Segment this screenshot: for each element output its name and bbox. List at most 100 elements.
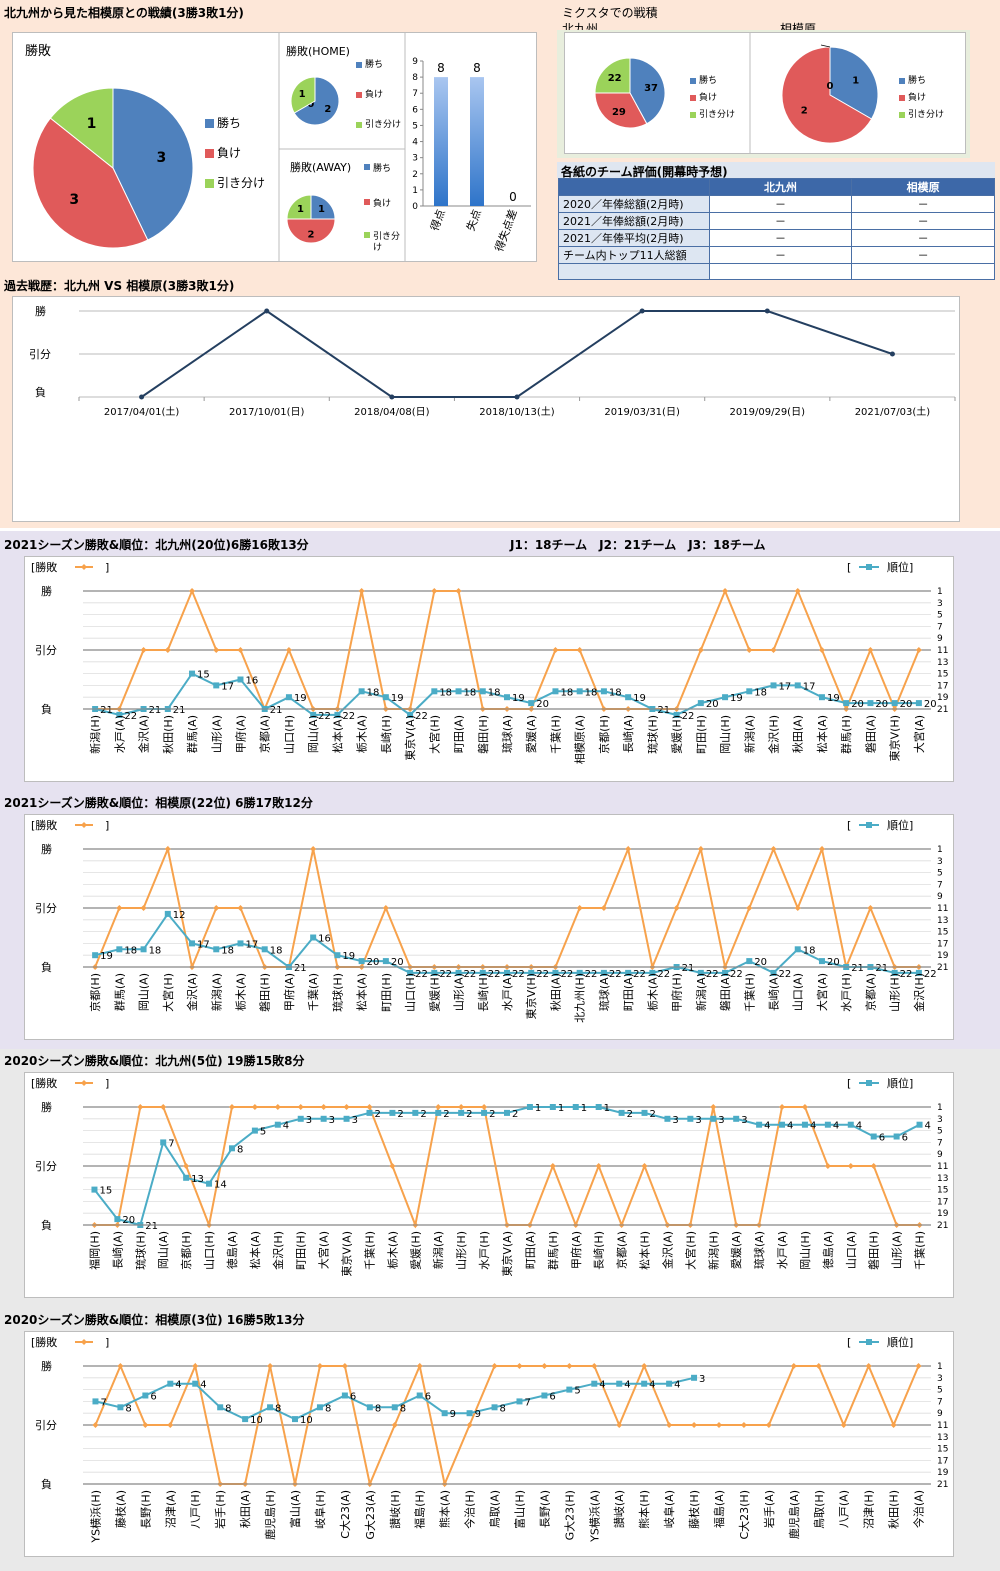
rank-data-label: 3 — [741, 1115, 747, 1126]
result-marker — [341, 1363, 348, 1369]
rank-data-label: 20 — [900, 699, 913, 710]
result-legend-marker — [81, 564, 87, 570]
rank-marker — [160, 1139, 167, 1146]
kk2021-title: 2021シーズン勝敗&順位：北九州(20位)6勝16敗13分 — [4, 538, 309, 552]
rank-data-label: 1 — [535, 1103, 541, 1114]
bar-data-label: 8 — [437, 61, 445, 75]
bar-tick-label: 3 — [412, 154, 418, 164]
rank-tick-label: 3 — [937, 1115, 943, 1125]
result-marker — [389, 1163, 396, 1169]
x-category-label: 福岡(H) — [87, 1231, 101, 1270]
x-category-label: 長崎(A) — [767, 973, 781, 1011]
result-marker — [790, 1363, 797, 1369]
rank-data-label: 22 — [560, 969, 573, 980]
rank-data-label: 18 — [585, 687, 598, 698]
record-pie-slice — [112, 87, 194, 241]
legend-swatch — [364, 232, 370, 238]
y-level-label: 負 — [41, 961, 52, 974]
rank-marker — [391, 1404, 398, 1411]
away-pie-data-label: 1 — [297, 204, 304, 215]
x-category-label: 松本(A) — [815, 715, 829, 753]
rank-marker — [552, 969, 559, 976]
eval-row: 2020／年俸総額(2月時) －－ — [558, 195, 995, 213]
rank-marker — [664, 1115, 671, 1122]
rank-data-label: 19 — [100, 951, 113, 962]
x-category-label: 岩手(H) — [213, 1490, 227, 1529]
rank-tick-label: 17 — [937, 1197, 948, 1207]
rank-marker — [504, 969, 510, 976]
x-category-label: 岐阜(A) — [663, 1490, 676, 1528]
rank-marker — [116, 711, 123, 718]
rank-marker — [366, 1109, 373, 1116]
result-marker — [666, 1422, 673, 1428]
rank-marker — [92, 952, 99, 959]
rank-legend-marker — [866, 1080, 872, 1086]
result-marker — [591, 1363, 598, 1369]
rank-tick-label: 9 — [937, 1150, 943, 1160]
legend-swatch — [690, 112, 696, 118]
x-category-label: 磐田(H) — [258, 973, 272, 1012]
x-category-label: 山形(A) — [891, 1231, 904, 1269]
result-marker — [824, 1163, 831, 1169]
rank-data-label: 2 — [397, 1109, 403, 1120]
x-category-label: 甲府(H) — [670, 973, 684, 1012]
result-legend: [勝敗 — [31, 1076, 57, 1090]
rank-data-label: 22 — [779, 969, 792, 980]
result-marker — [117, 1363, 124, 1369]
legend-swatch — [205, 119, 214, 128]
kk2021-panel: [勝敗][順位] 1 3 5 7 9 11 13 15 17 19 21 勝引分負 21 22 21 21 15 1… — [24, 556, 954, 782]
result-legend-marker — [81, 1339, 87, 1345]
rank-data-label: 6 — [879, 1133, 885, 1144]
y-level-label: 引分 — [35, 901, 57, 915]
rank-marker — [261, 946, 268, 953]
result-marker — [673, 905, 680, 911]
record-title: 北九州から見た相模原との戦績(3勝3敗1分) — [4, 6, 244, 20]
bar-tick-label: 4 — [412, 138, 418, 148]
result-marker — [600, 905, 607, 911]
y-level-label: 引分 — [35, 1159, 57, 1173]
x-category-label: 岡山(A) — [307, 715, 320, 753]
y-level-label: 負 — [41, 703, 52, 716]
result-marker — [801, 1104, 808, 1110]
y-level-label: 引分 — [35, 643, 57, 657]
result-marker — [274, 1104, 281, 1110]
rank-marker — [192, 1380, 199, 1387]
eval-value-sg: － — [851, 195, 995, 213]
result-marker — [140, 647, 147, 653]
bar — [434, 77, 448, 206]
rank-marker — [412, 1109, 419, 1116]
rank-tick-label: 13 — [937, 1433, 948, 1443]
rank-marker — [649, 969, 656, 976]
x-category-label: C大23(A) — [338, 1490, 352, 1539]
x-category-label: 讃岐(H) — [389, 1490, 402, 1529]
rank-tick-label: 11 — [937, 1162, 948, 1172]
x-category-label: 磐田(H) — [476, 715, 490, 754]
rank-tick-label: 5 — [937, 1127, 943, 1137]
result-marker — [890, 1422, 897, 1428]
home-pie-slice — [290, 76, 316, 114]
rank-data-label: 22 — [682, 711, 695, 722]
rank-data-label: 7 — [168, 1138, 174, 1149]
result-marker — [840, 1422, 847, 1428]
x-category-label: 徳島(A) — [821, 1231, 835, 1269]
rank-marker — [818, 958, 825, 965]
rank-data-label: 5 — [260, 1127, 266, 1138]
rank-tick-label: 19 — [937, 693, 949, 703]
rank-marker — [213, 682, 220, 689]
x-category-label: 鹿児島(H) — [263, 1490, 277, 1540]
eval-row-label: 2020／年俸総額(2月時) — [558, 195, 710, 213]
rank-data-label: 18 — [221, 945, 234, 956]
rank-data-label: 8 — [237, 1144, 243, 1155]
legend-label: け — [373, 242, 382, 253]
x-category-label: 秋田(A) — [238, 1490, 252, 1528]
result-marker — [435, 1104, 442, 1110]
rank-data-label: 8 — [275, 1403, 281, 1414]
rank-marker — [722, 694, 729, 701]
rank-data-label: 4 — [624, 1380, 630, 1391]
rank-marker — [117, 1404, 124, 1411]
result-legend: [勝敗 — [31, 818, 57, 832]
x-category-label: 愛媛(H) — [427, 973, 441, 1012]
rank-marker — [441, 1410, 448, 1417]
